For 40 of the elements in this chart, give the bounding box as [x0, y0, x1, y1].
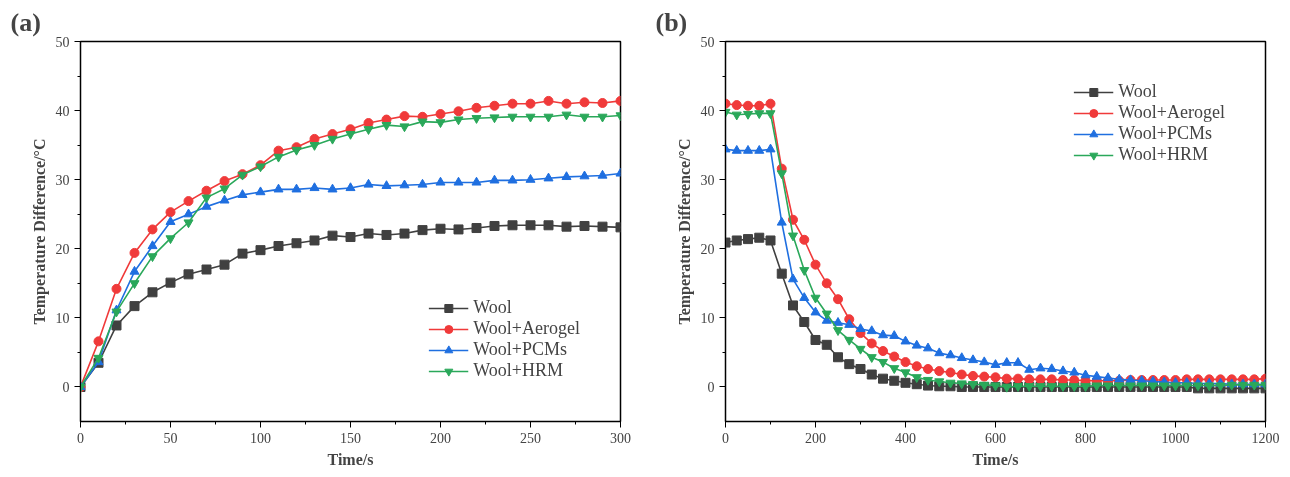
legend-label: Wool+Aerogel [473, 318, 580, 339]
y-tick-label: 30 [55, 172, 70, 188]
legend-label: Wool+Aerogel [1118, 102, 1225, 123]
y-tick-label: 20 [55, 241, 70, 257]
legend-label: Wool [1118, 81, 1157, 102]
legend-label: Wool+PCMs [473, 339, 568, 360]
x-tick-label: 1000 [1161, 430, 1190, 446]
chart-title: (a) [10, 7, 41, 37]
x-tick-label: 800 [1075, 430, 1096, 446]
x-tick-label: 0 [722, 430, 729, 446]
x-tick-label: 1200 [1251, 430, 1280, 446]
y-tick-label: 10 [700, 310, 715, 326]
x-tick-label: 100 [250, 430, 271, 446]
x-axis-title: Time/s [972, 450, 1019, 468]
x-tick-label: 50 [163, 430, 178, 446]
x-tick-label: 200 [430, 430, 451, 446]
y-tick-label: 20 [700, 241, 715, 257]
y-axis-title: Temperature Difference/°C [30, 138, 49, 325]
chart-title: (b) [655, 7, 688, 37]
y-tick-label: 50 [55, 34, 70, 50]
y-tick-label: 30 [700, 172, 715, 188]
y-tick-label: 50 [700, 34, 715, 50]
x-axis-title: Time/s [327, 450, 374, 468]
x-tick-label: 150 [340, 430, 361, 446]
y-tick-label: 0 [62, 379, 70, 395]
legend-label: Wool+HRM [473, 360, 564, 381]
x-tick-label: 400 [895, 430, 916, 446]
legend-label: Wool [473, 297, 512, 318]
y-tick-label: 40 [700, 103, 715, 119]
y-tick-label: 0 [707, 379, 715, 395]
y-tick-label: 40 [55, 103, 70, 119]
x-tick-label: 0 [77, 430, 84, 446]
x-tick-label: 250 [520, 430, 541, 446]
x-tick-label: 600 [985, 430, 1006, 446]
x-tick-label: 200 [805, 430, 826, 446]
y-axis-title: Temperature Difference/°C [675, 138, 694, 325]
legend-label: Wool+HRM [1118, 144, 1209, 165]
legend-label: Wool+PCMs [1118, 123, 1213, 144]
y-tick-label: 10 [55, 310, 70, 326]
x-tick-label: 300 [610, 430, 631, 446]
